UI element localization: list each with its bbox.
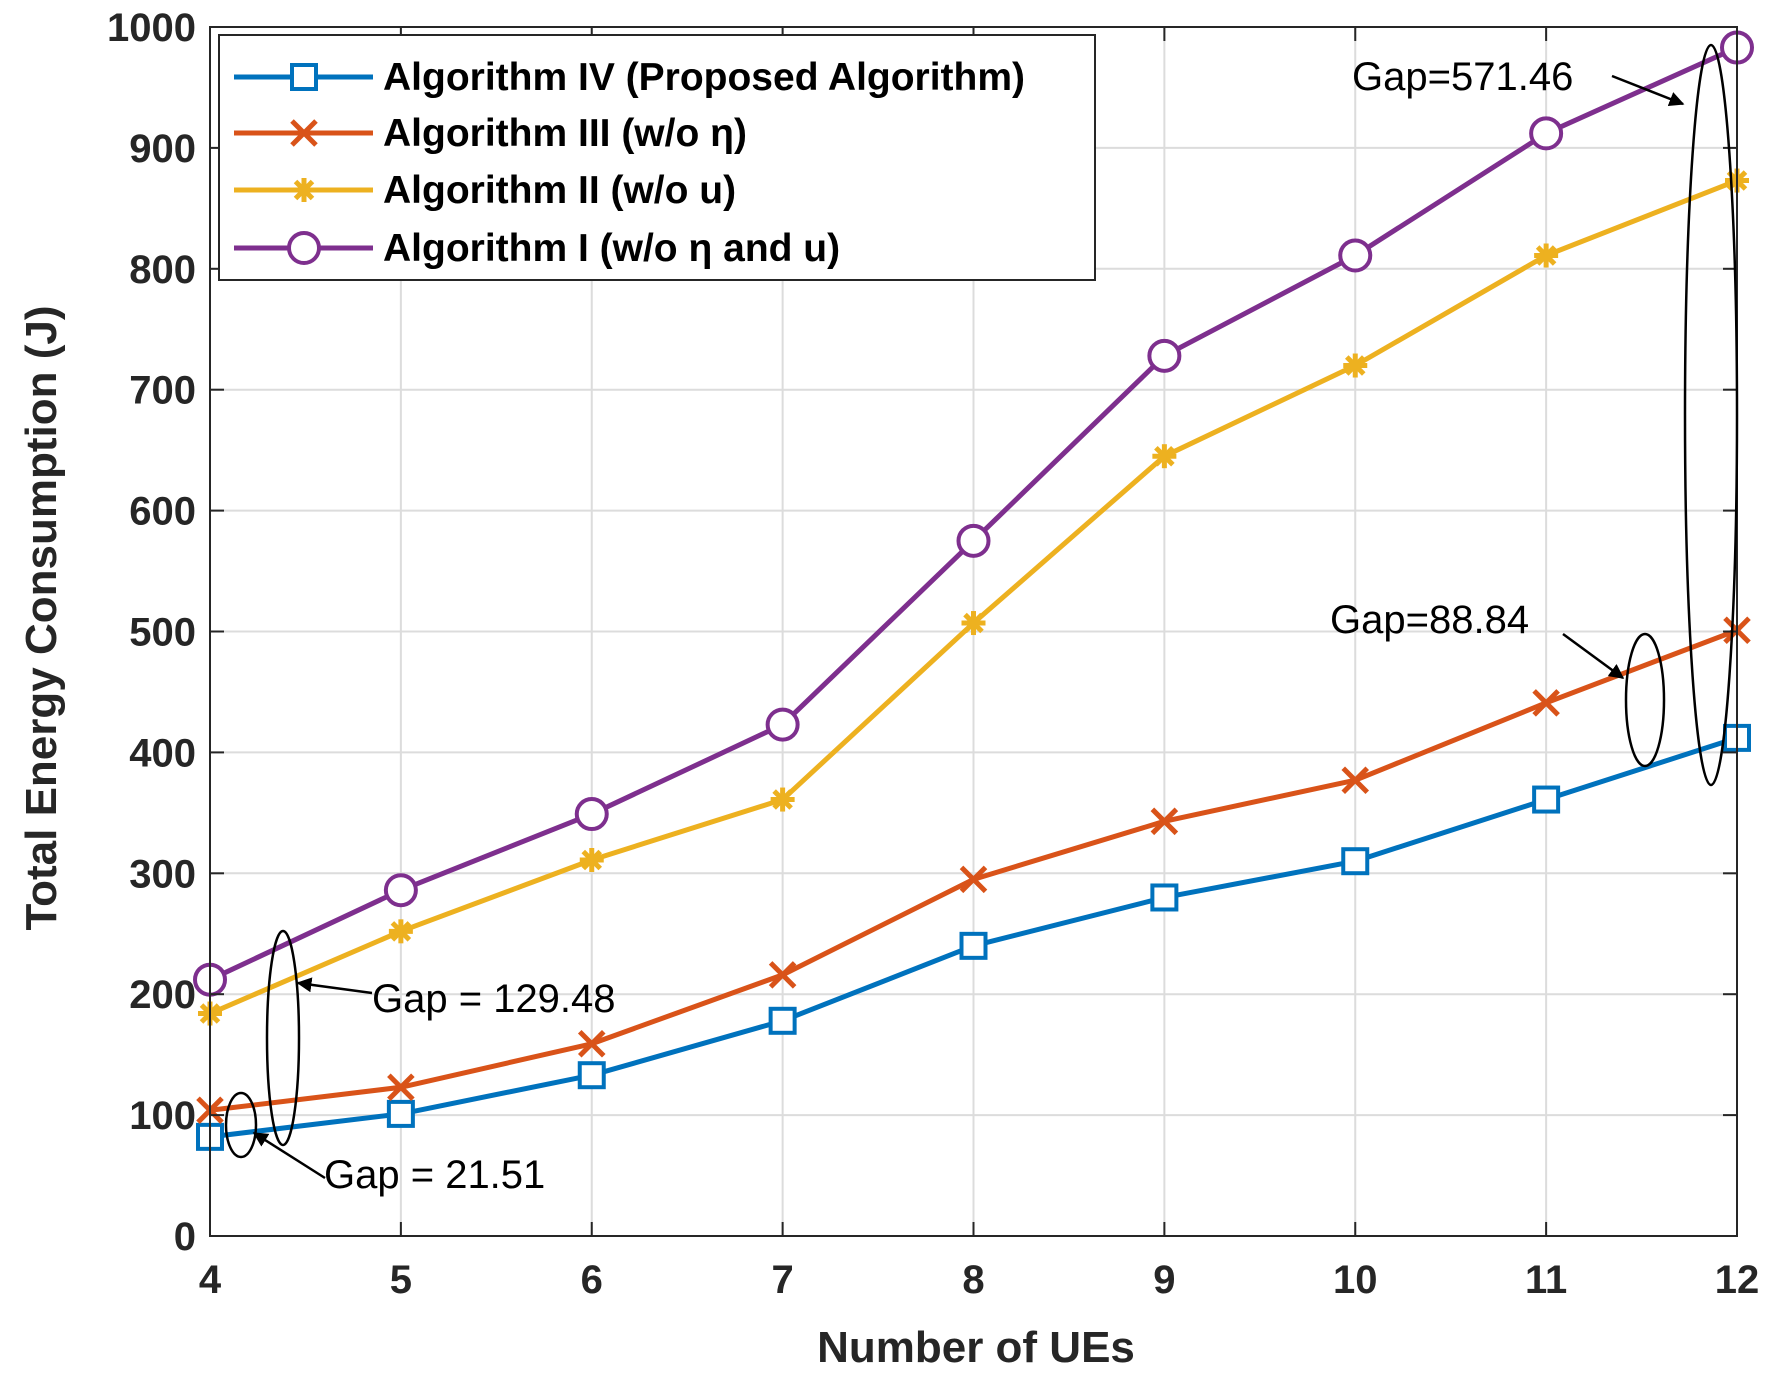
data-point-asterisk	[1534, 243, 1559, 268]
gap-arrow-large	[1611, 74, 1685, 107]
gap-ellipse-left-large	[265, 929, 301, 1147]
annotations: Gap=571.46 Gap=88.84 Gap = 129.48 Gap = …	[224, 43, 1739, 1197]
legend-label: Algorithm I (w/o η and u)	[383, 227, 840, 270]
gap-ellipse-large	[1683, 43, 1739, 787]
x-axis-title: Number of UEs	[817, 1323, 1135, 1372]
data-point-square	[1532, 785, 1561, 814]
y-tick-label: 900	[129, 127, 196, 171]
tick-labels: 4 5 6 7 8 9 10 11 12 0 100 200 300 400 500 600 700 800 900…	[107, 6, 1759, 1302]
data-point-circle	[1147, 338, 1182, 373]
y-tick-label: 500	[129, 611, 196, 655]
data-point-asterisk	[770, 787, 795, 812]
data-point-x	[387, 1073, 415, 1102]
legend-label: Algorithm III (w/o η)	[383, 112, 747, 155]
data-point-asterisk	[961, 611, 986, 636]
x-tick-label: 7	[772, 1258, 794, 1302]
data-point-x	[1150, 807, 1179, 836]
x-tick-label: 9	[1153, 1258, 1175, 1302]
x-tick-label: 4	[199, 1258, 222, 1302]
x-tick-label: 11	[1525, 1258, 1567, 1302]
data-point-circle	[956, 523, 991, 558]
data-point-asterisk	[1343, 353, 1368, 378]
y-axis-title: Total Energy Consumption (J)	[17, 306, 66, 931]
annotation-gap-mid: Gap=88.84	[1330, 598, 1529, 642]
gap-arrow-left-small	[252, 1131, 326, 1180]
data-point-asterisk	[388, 919, 413, 944]
data-point-square	[1150, 883, 1179, 912]
data-point-circle	[1529, 116, 1564, 151]
legend-entry: Algorithm III (w/o η)	[234, 112, 747, 155]
data-point-x	[290, 119, 318, 147]
legend-label: Algorithm II (w/o u)	[383, 169, 736, 212]
data-point-x	[768, 961, 797, 989]
legend-entry: Algorithm I (w/o η and u)	[234, 227, 840, 270]
y-tick-label: 300	[129, 852, 196, 896]
data-point-circle	[383, 873, 418, 908]
data-point-circle	[574, 797, 609, 832]
y-tick-label: 700	[129, 369, 196, 413]
y-tick-label: 1000	[107, 6, 196, 50]
axes	[209, 26, 1738, 1237]
x-tick-label: 10	[1333, 1258, 1378, 1302]
gap-ellipse-left-small	[224, 1091, 258, 1159]
data-point-x	[959, 865, 988, 894]
y-tick-label: 800	[129, 248, 196, 292]
data-point-circle	[765, 707, 800, 742]
data-point-asterisk	[1152, 444, 1177, 469]
data-point-square	[1341, 847, 1370, 876]
annotation-gap-left-small: Gap = 21.51	[324, 1153, 545, 1197]
y-tick-label: 100	[129, 1094, 196, 1138]
x-tick-label: 5	[390, 1258, 412, 1302]
y-tick-label: 200	[129, 973, 196, 1017]
gap-ellipse-mid	[1624, 632, 1666, 768]
annotation-gap-large: Gap=571.46	[1352, 55, 1573, 99]
legend-entry: Algorithm IV (Proposed Algorithm)	[234, 56, 1025, 99]
y-tick-label: 0	[174, 1215, 196, 1259]
data-point-square	[290, 63, 318, 91]
x-tick-label: 8	[962, 1258, 984, 1302]
legend-label: Algorithm IV (Proposed Algorithm)	[383, 56, 1025, 99]
data-point-asterisk	[579, 848, 604, 873]
data-point-circle	[1338, 238, 1373, 273]
data-point-x	[1532, 689, 1560, 717]
x-tick-label: 12	[1715, 1258, 1760, 1302]
y-tick-label: 400	[129, 731, 196, 775]
data-point-square	[959, 931, 988, 960]
data-point-square	[577, 1061, 606, 1090]
data-point-x	[1341, 766, 1370, 794]
data-point-square	[768, 1006, 797, 1035]
y-tick-label: 600	[129, 490, 196, 534]
gap-arrow-left-large	[296, 977, 373, 995]
series-2	[196, 616, 1751, 1125]
data-point-asterisk	[292, 178, 316, 202]
legend-entry: Algorithm II (w/o u)	[234, 169, 736, 212]
gap-arrow-mid	[1562, 632, 1625, 680]
legend: Algorithm IV (Proposed Algorithm) Algorit…	[218, 34, 1096, 281]
data-point-square	[386, 1099, 415, 1128]
data-point-x	[577, 1030, 606, 1058]
annotation-gap-left-large: Gap = 129.48	[372, 977, 616, 1021]
data-point-circle	[287, 231, 321, 265]
x-tick-label: 6	[581, 1258, 603, 1302]
